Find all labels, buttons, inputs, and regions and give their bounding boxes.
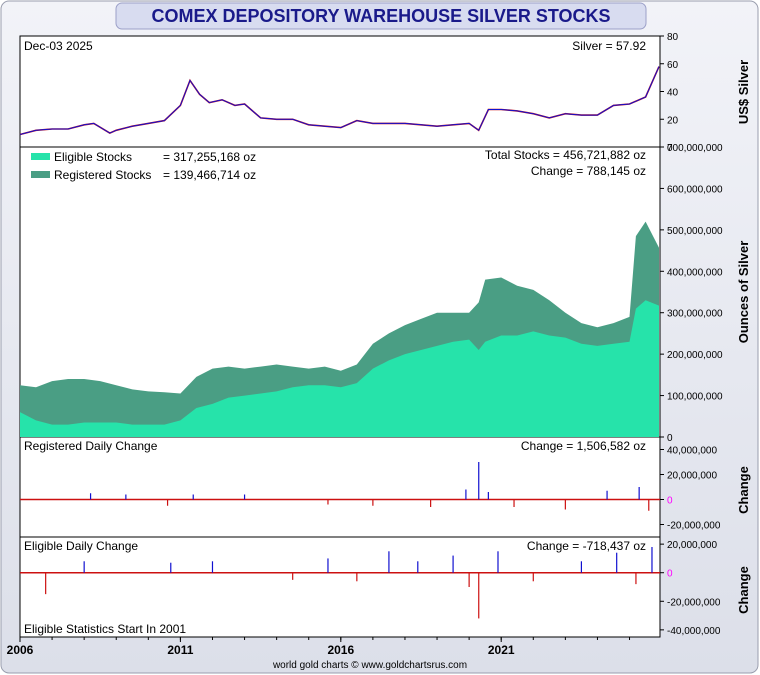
registered-change-value: Change = 1,506,582 oz [521, 439, 646, 453]
price-ytick-label: 60 [667, 60, 679, 71]
x-tick-label: 2011 [167, 643, 193, 657]
price-current-label: Silver = 57.92 [572, 39, 646, 53]
stocks-ytick-label: 100,000,000 [667, 392, 723, 403]
price-plot [19, 66, 660, 136]
stocks-ytick-label: 200,000,000 [667, 350, 723, 361]
price-ytick-label: 80 [667, 32, 679, 43]
price-ytick-label: 40 [667, 88, 679, 99]
eligible-change-title: Eligible Daily Change [24, 539, 138, 553]
eligible-change-ytick-label: -40,000,000 [667, 626, 721, 637]
eligible-change-plot [20, 547, 660, 619]
x-tick-label: 2006 [7, 643, 34, 657]
price-panel [19, 35, 661, 148]
stocks-ytick-label: 400,000,000 [667, 267, 723, 278]
price-ytick-label: 20 [667, 115, 679, 126]
stocks-ytick-label: 300,000,000 [667, 309, 723, 320]
stocks-ytick-label: 600,000,000 [667, 184, 723, 195]
stocks-ytick-label: 700,000,000 [667, 143, 723, 154]
eligible-change-ylabel: Change [736, 566, 751, 614]
registered-change-ytick-label: 0 [667, 496, 673, 507]
stocks-ytick-label: 0 [667, 433, 673, 444]
legend-registered-swatch [31, 171, 50, 178]
registered-change-ytick-label: 20,000,000 [667, 471, 717, 482]
legend-eligible-value: = 317,255,168 oz [163, 150, 256, 164]
eligible-area [20, 300, 659, 437]
legend-eligible-label: Eligible Stocks [54, 150, 132, 164]
stocks-ytick-label: 500,000,000 [667, 226, 723, 237]
registered-change-title: Registered Daily Change [24, 439, 158, 453]
total-stocks-label: Total Stocks = 456,721,882 oz [485, 148, 646, 162]
eligible-change-ytick-label: -20,000,000 [667, 597, 721, 608]
x-tick-label: 2021 [488, 643, 515, 657]
legend-registered-value: = 139,466,714 oz [163, 168, 256, 182]
stocks-change-label: Change = 788,145 oz [531, 164, 646, 178]
eligible-footnote: Eligible Statistics Start In 2001 [24, 622, 186, 636]
registered-change-plot [20, 462, 660, 511]
footer-credit: world gold charts © www.goldchartsrus.co… [272, 660, 467, 671]
legend-registered-label: Registered Stocks [54, 168, 151, 182]
stocks-ylabel: Ounces of Silver [736, 241, 751, 344]
registered-change-ytick-label: -20,000,000 [667, 521, 721, 532]
registered-change-panel [19, 436, 661, 538]
price-line-up [19, 66, 660, 135]
eligible-change-value: Change = -718,437 oz [527, 539, 646, 553]
legend-eligible-swatch [31, 153, 50, 160]
x-tick-label: 2016 [327, 643, 354, 657]
price-ylabel: US$ Silver [736, 60, 751, 124]
eligible-change-ytick-label: 20,000,000 [667, 540, 717, 551]
title-bar [115, 2, 647, 30]
eligible-change-ytick-label: 0 [667, 569, 673, 580]
registered-change-ytick-label: 40,000,000 [667, 446, 717, 457]
price-date-label: Dec-03 2025 [24, 39, 93, 53]
chart-title: COMEX DEPOSITORY WAREHOUSE SILVER STOCKS [151, 6, 610, 26]
eligible-change-panel [19, 536, 661, 638]
stocks-plot [20, 221, 659, 437]
axes: 0 20 40 60 80 0 100,000,000 200,000,000 300,000,… [7, 32, 723, 657]
price-ytick-label: 0 [667, 143, 673, 154]
registered-change-ylabel: Change [736, 466, 751, 514]
